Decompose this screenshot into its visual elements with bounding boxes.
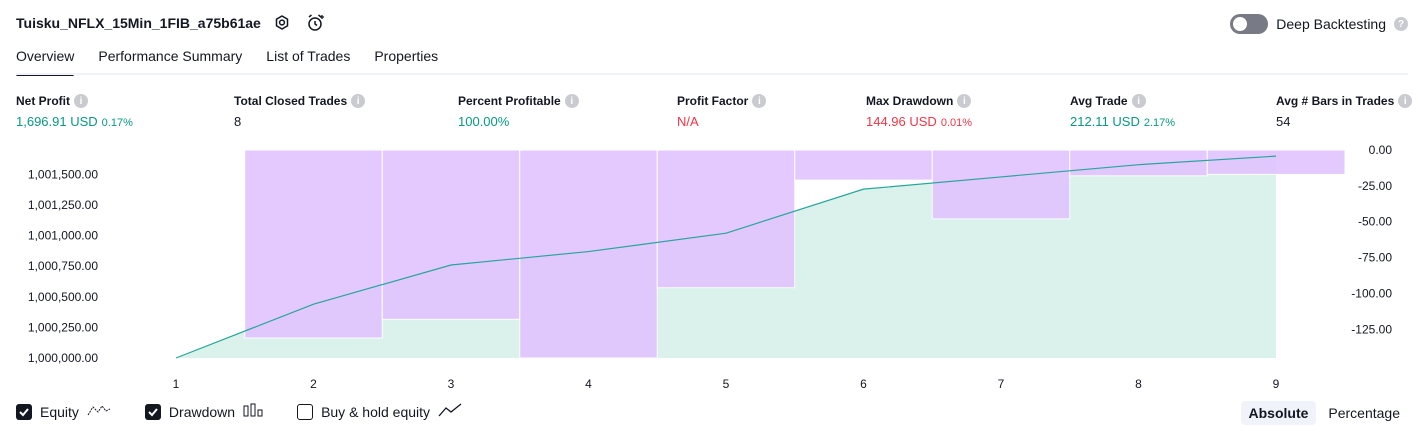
metric-profit-factor: Profit Factor i N/A bbox=[677, 94, 767, 129]
equity-drawdown-chart[interactable]: 1,000,000.00 1,000,250.00 1,000,500.00 1,00… bbox=[0, 140, 1424, 398]
x-axis-tick: 4 bbox=[585, 377, 592, 391]
info-icon[interactable]: i bbox=[351, 94, 366, 108]
right-axis-tick: -125.00 bbox=[1351, 322, 1392, 336]
buy-hold-checkbox[interactable] bbox=[297, 403, 314, 420]
left-axis-tick: 1,001,250.00 bbox=[28, 198, 98, 212]
absolute-button[interactable]: Absolute bbox=[1240, 401, 1317, 425]
right-axis-tick: -50.00 bbox=[1358, 215, 1392, 229]
metric-avg-trade: Avg Trade i 212.11 USD 2.17% bbox=[1070, 94, 1175, 129]
right-axis-tick: -75.00 bbox=[1358, 251, 1392, 265]
metric-label: Total Closed Trades bbox=[234, 94, 348, 108]
add-alert-icon[interactable] bbox=[305, 13, 325, 33]
info-icon[interactable]: i bbox=[564, 94, 579, 108]
strategy-header: Tuisku_NFLX_15Min_1FIB_a75b61ae Deep Bac… bbox=[0, 0, 1424, 46]
metric-value: N/A bbox=[677, 114, 699, 129]
metric-label: Net Profit bbox=[16, 94, 70, 108]
drawdown-bar bbox=[931, 149, 1071, 220]
deep-backtesting-label: Deep Backtesting bbox=[1276, 16, 1386, 32]
info-icon[interactable]: i bbox=[1398, 94, 1413, 108]
x-axis-tick: 2 bbox=[310, 377, 317, 391]
equity-line bbox=[175, 155, 1277, 359]
chart-legend: Equity Drawdown Buy & hold equity bbox=[16, 403, 496, 420]
left-axis-tick: 1,001,000.00 bbox=[28, 229, 98, 243]
equity-line-icon bbox=[87, 403, 111, 420]
metric-value: 100.00% bbox=[458, 114, 510, 129]
tab-bar: Overview Performance Summary List of Tra… bbox=[16, 48, 439, 76]
metric-label: Max Drawdown bbox=[866, 94, 954, 108]
strategy-title: Tuisku_NFLX_15Min_1FIB_a75b61ae bbox=[16, 15, 261, 31]
metric-percent: 2.17% bbox=[1143, 117, 1176, 129]
metric-label: Avg Trade bbox=[1070, 94, 1128, 108]
metric-value: 212.11 USD bbox=[1070, 114, 1140, 129]
metric-label: Avg # Bars in Trades bbox=[1276, 94, 1395, 108]
right-axis-tick: 0.00 bbox=[1369, 143, 1393, 157]
right-axis-tick: -100.00 bbox=[1351, 286, 1392, 300]
x-axis-tick: 9 bbox=[1273, 377, 1280, 391]
metric-percent-profitable: Percent Profitable i 100.00% bbox=[458, 94, 579, 129]
equity-checkbox[interactable] bbox=[16, 403, 32, 420]
legend-drawdown-label: Drawdown bbox=[168, 403, 236, 420]
drawdown-bar bbox=[107, 149, 246, 152]
metric-value: 1,696.91 USD bbox=[16, 114, 98, 129]
tab-list-of-trades[interactable]: List of Trades bbox=[266, 48, 351, 64]
metric-max-drawdown: Max Drawdown i 144.96 USD 0.01% bbox=[866, 94, 972, 129]
drawdown-bar bbox=[381, 149, 521, 320]
help-icon[interactable]: ? bbox=[1394, 17, 1408, 31]
metric-label: Profit Factor bbox=[677, 94, 749, 108]
metric-value: 54 bbox=[1276, 114, 1291, 129]
info-icon[interactable]: i bbox=[1131, 94, 1146, 108]
metric-value: 144.96 USD bbox=[866, 114, 937, 129]
info-icon[interactable]: i bbox=[74, 94, 88, 108]
settings-icon[interactable] bbox=[272, 13, 292, 33]
metric-percent: 0.01% bbox=[940, 117, 973, 129]
drawdown-checkbox[interactable] bbox=[144, 403, 161, 420]
drawdown-bar bbox=[656, 149, 796, 289]
left-axis-tick: 1,000,250.00 bbox=[28, 320, 98, 334]
metric-percent: 0.17% bbox=[101, 117, 133, 129]
x-axis-tick: 6 bbox=[860, 377, 867, 391]
drawdown-bar bbox=[794, 149, 933, 181]
metric-value: 8 bbox=[234, 114, 242, 129]
drawdown-bar bbox=[1069, 149, 1208, 177]
metric-total-closed-trades: Total Closed Trades i 8 bbox=[234, 94, 366, 129]
tab-properties[interactable]: Properties bbox=[374, 48, 439, 64]
x-axis-tick: 7 bbox=[998, 377, 1005, 391]
x-axis-tick: 1 bbox=[173, 377, 180, 391]
metric-avg-bars: Avg # Bars in Trades i 54 bbox=[1276, 94, 1413, 129]
left-axis-tick: 1,000,500.00 bbox=[28, 290, 98, 304]
legend-buy-hold-label: Buy & hold equity bbox=[321, 403, 431, 420]
x-axis-tick: 5 bbox=[723, 377, 730, 391]
percentage-button[interactable]: Percentage bbox=[1328, 405, 1400, 421]
deep-backtesting-toggle[interactable]: Deep Backtesting ? bbox=[1230, 13, 1408, 35]
x-axis-tick: 3 bbox=[448, 377, 455, 391]
tab-divider bbox=[16, 73, 1408, 75]
toggle-switch[interactable] bbox=[1230, 14, 1269, 34]
metric-net-profit: Net Profit i 1,696.91 USD 0.17% bbox=[16, 94, 133, 129]
toggle-knob bbox=[1233, 17, 1248, 31]
info-icon[interactable]: i bbox=[752, 94, 767, 108]
tab-overview[interactable]: Overview bbox=[16, 48, 75, 76]
x-axis-tick: 8 bbox=[1135, 377, 1142, 391]
drawdown-bar bbox=[244, 149, 383, 339]
left-axis-tick: 1,000,750.00 bbox=[28, 259, 98, 273]
tab-performance-summary[interactable]: Performance Summary bbox=[98, 48, 243, 64]
right-axis-tick: -25.00 bbox=[1358, 179, 1392, 193]
info-icon[interactable]: i bbox=[957, 94, 972, 108]
drawdown-bar bbox=[1206, 149, 1346, 175]
bar-chart-icon bbox=[243, 403, 263, 420]
drawdown-bar bbox=[519, 149, 658, 359]
legend-drawdown[interactable]: Drawdown bbox=[144, 403, 263, 420]
legend-equity-label: Equity bbox=[40, 403, 79, 420]
trend-line-icon bbox=[438, 403, 462, 420]
legend-equity[interactable]: Equity bbox=[16, 403, 111, 420]
scale-mode-switch: Absolute Percentage bbox=[1240, 401, 1409, 425]
metric-label: Percent Profitable bbox=[458, 94, 561, 108]
left-axis-tick: 1,000,000.00 bbox=[28, 351, 98, 365]
legend-buy-hold[interactable]: Buy & hold equity bbox=[297, 403, 462, 420]
left-axis-tick: 1,001,500.00 bbox=[28, 167, 98, 181]
